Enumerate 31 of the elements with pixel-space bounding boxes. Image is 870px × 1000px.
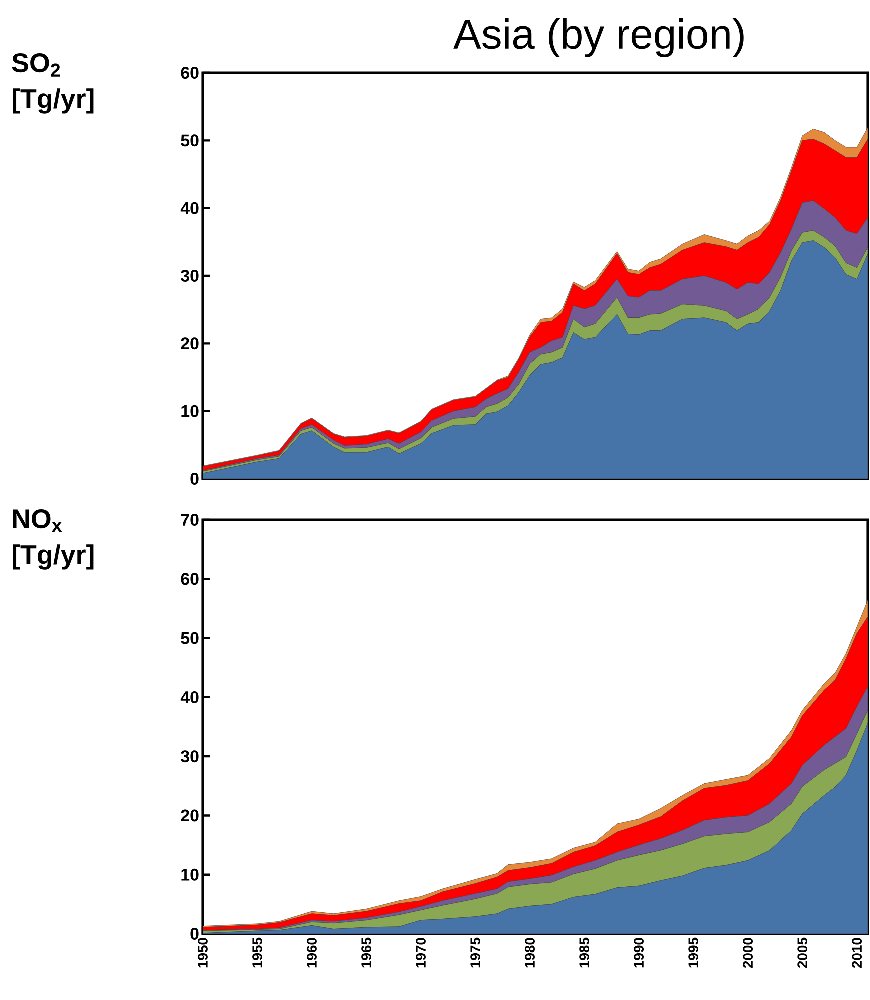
y-tick-label: 60	[181, 67, 199, 80]
x-tick-label: 1985	[580, 938, 590, 968]
y-tick-label: 60	[181, 573, 199, 586]
x-tick-label: 1995	[688, 938, 699, 968]
chart-title: Asia (by region)	[454, 18, 744, 58]
y-tick-label: 30	[181, 270, 199, 282]
y-tick-label: 20	[181, 338, 199, 350]
y-tick-label: 10	[182, 405, 199, 418]
x-tick-label: 1975	[470, 938, 480, 968]
y-tick-label: 0	[190, 473, 199, 486]
y-axis-title: SO$_{2}$ [Tg/yr]	[12, 54, 94, 114]
x-tick-label: 1970	[416, 938, 426, 968]
y-tick-label: 50	[181, 632, 199, 644]
x-tick-label: 1980	[525, 938, 535, 968]
x-tick-label: 2000	[743, 938, 754, 968]
y-tick-label: 40	[180, 202, 199, 214]
y-tick-label: 20	[181, 810, 199, 822]
x-tick-label: 1950	[198, 938, 208, 968]
x-tick-label: 2010	[852, 938, 862, 968]
y-tick-label: 30	[181, 750, 199, 763]
y-tick-label: 10	[182, 868, 199, 881]
y-tick-label: 50	[181, 134, 199, 147]
x-tick-label: 2005	[798, 938, 808, 968]
y-tick-label: 70	[181, 514, 199, 526]
y-tick-label: 0	[190, 928, 199, 940]
x-tick-label: 1955	[252, 938, 262, 968]
x-tick-label: 1990	[634, 938, 644, 968]
x-tick-label: 1960	[307, 938, 317, 968]
x-tick-label: 1965	[362, 938, 372, 968]
y-tick-label: 40	[180, 691, 199, 704]
y-axis-title: NO$_{x}$ [Tg/yr]	[13, 510, 94, 570]
